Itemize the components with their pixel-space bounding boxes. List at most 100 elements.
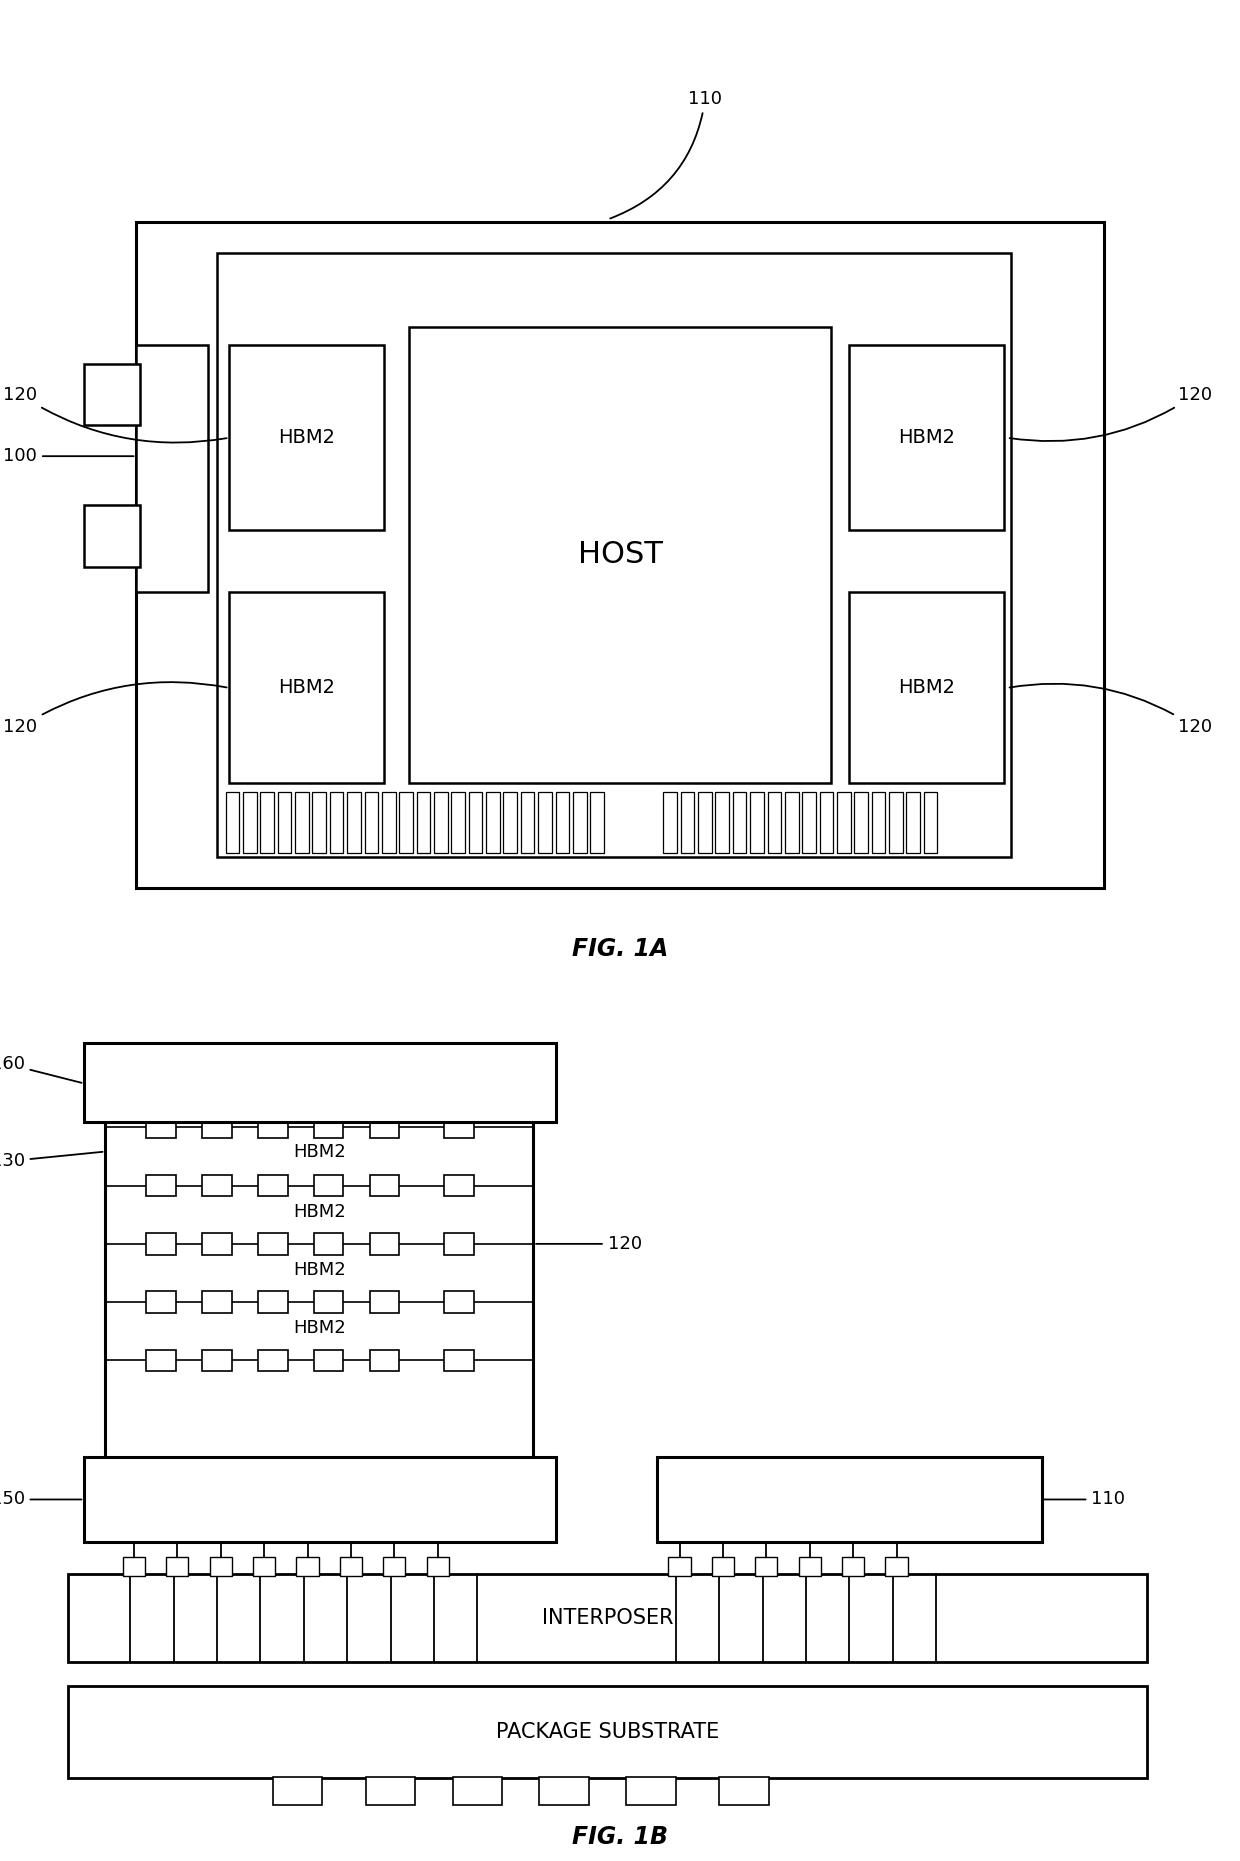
Text: HBM2: HBM2	[279, 428, 335, 447]
Bar	[258, 1117, 288, 1137]
Bar	[849, 346, 1004, 530]
Text: 120: 120	[536, 1236, 642, 1252]
Bar	[136, 221, 1104, 888]
Text: PACKAGE SUBSTRATE: PACKAGE SUBSTRATE	[496, 1721, 719, 1742]
Bar	[444, 1349, 474, 1372]
Text: 110: 110	[610, 89, 722, 218]
Bar	[668, 1558, 691, 1576]
Bar	[573, 791, 587, 852]
Bar	[295, 791, 309, 852]
Text: HOST: HOST	[578, 540, 662, 569]
Bar	[146, 1349, 176, 1372]
Bar	[84, 506, 140, 568]
Bar	[590, 791, 604, 852]
Bar	[202, 1234, 232, 1254]
Text: HBM2: HBM2	[294, 1143, 346, 1161]
Bar	[924, 791, 937, 852]
Bar	[715, 791, 729, 852]
Bar	[885, 1558, 908, 1576]
Bar	[84, 1042, 556, 1122]
Bar	[755, 1558, 777, 1576]
Bar	[370, 1349, 399, 1372]
Bar	[719, 1777, 769, 1805]
Text: FIG. 1A: FIG. 1A	[572, 938, 668, 962]
Bar	[657, 1457, 1042, 1543]
Bar	[370, 1292, 399, 1312]
Bar	[486, 791, 500, 852]
Bar	[444, 1234, 474, 1254]
Bar	[365, 791, 378, 852]
Bar	[434, 791, 448, 852]
Text: HBM2: HBM2	[899, 677, 955, 696]
Bar	[799, 1558, 821, 1576]
Bar	[417, 791, 430, 852]
Text: 130: 130	[0, 1152, 103, 1171]
Bar	[370, 1117, 399, 1137]
Bar	[217, 253, 1011, 856]
Bar	[768, 791, 781, 852]
Text: HBM2: HBM2	[294, 1319, 346, 1338]
Bar	[314, 1174, 343, 1197]
Bar	[258, 1349, 288, 1372]
Bar	[444, 1117, 474, 1137]
Bar	[210, 1558, 232, 1576]
Text: ACCELERATOR DIE: ACCELERATOR DIE	[229, 1074, 410, 1092]
Bar	[278, 791, 291, 852]
Bar	[202, 1117, 232, 1137]
Bar	[681, 791, 694, 852]
Text: INTERPOSER: INTERPOSER	[542, 1608, 673, 1628]
Bar	[273, 1777, 322, 1805]
Bar	[785, 791, 799, 852]
Bar	[370, 1234, 399, 1254]
Bar	[427, 1558, 449, 1576]
Bar	[84, 1457, 556, 1543]
Bar	[538, 791, 552, 852]
Bar	[166, 1558, 188, 1576]
Text: 120: 120	[2, 385, 227, 443]
Bar	[409, 328, 831, 783]
Bar	[226, 791, 239, 852]
Bar	[146, 1174, 176, 1197]
Bar	[330, 791, 343, 852]
Bar	[383, 1558, 405, 1576]
Bar	[399, 791, 413, 852]
Bar	[556, 791, 569, 852]
Text: 110: 110	[1044, 1491, 1125, 1509]
Bar	[202, 1349, 232, 1372]
Bar	[453, 1777, 502, 1805]
Bar	[146, 1234, 176, 1254]
Bar	[906, 791, 920, 852]
Bar	[842, 1558, 864, 1576]
Bar	[539, 1777, 589, 1805]
Text: HBM2: HBM2	[294, 1202, 346, 1221]
Bar	[146, 1292, 176, 1312]
Bar	[258, 1234, 288, 1254]
Bar	[312, 791, 326, 852]
Bar	[820, 791, 833, 852]
Text: FIG. 1B: FIG. 1B	[572, 1824, 668, 1848]
Bar	[444, 1174, 474, 1197]
Bar	[229, 346, 384, 530]
Bar	[733, 791, 746, 852]
Bar	[146, 1117, 176, 1137]
Bar	[243, 791, 257, 852]
Text: HBM2: HBM2	[294, 1262, 346, 1279]
Bar	[202, 1292, 232, 1312]
Bar	[750, 791, 764, 852]
Bar	[68, 1574, 1147, 1662]
Bar	[68, 1686, 1147, 1779]
Bar	[314, 1117, 343, 1137]
Text: HBM2: HBM2	[279, 677, 335, 696]
Bar	[451, 791, 465, 852]
Bar	[521, 791, 534, 852]
Bar	[837, 791, 851, 852]
Bar	[253, 1558, 275, 1576]
Bar	[258, 1292, 288, 1312]
Bar	[872, 791, 885, 852]
Bar	[202, 1174, 232, 1197]
Bar	[469, 791, 482, 852]
Bar	[854, 791, 868, 852]
Bar	[370, 1174, 399, 1197]
Text: LOGIC DIE: LOGIC DIE	[267, 1489, 373, 1509]
Bar	[314, 1292, 343, 1312]
